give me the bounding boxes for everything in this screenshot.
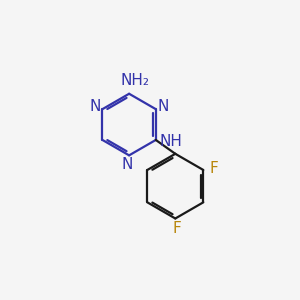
Text: NH₂: NH₂ xyxy=(120,73,149,88)
Text: F: F xyxy=(210,161,218,176)
Text: F: F xyxy=(172,221,181,236)
Text: N: N xyxy=(89,99,100,114)
Text: N: N xyxy=(122,157,133,172)
Text: NH: NH xyxy=(160,134,183,149)
Text: N: N xyxy=(158,99,169,114)
